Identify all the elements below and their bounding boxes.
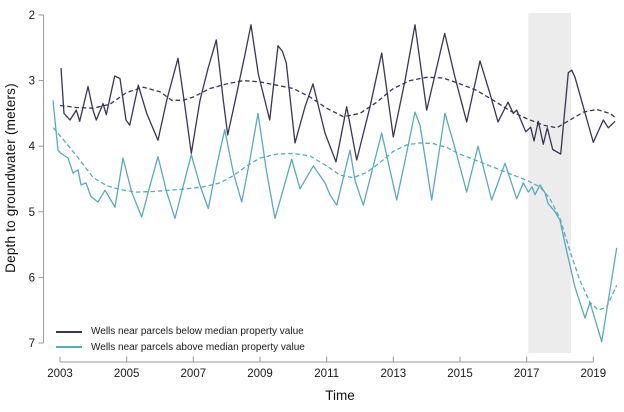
shaded-period-band: [528, 13, 571, 353]
y-axis-title: Depth to groundwater (meters): [3, 83, 18, 273]
series-line-0: [60, 24, 616, 163]
legend-item-above-median: Wells near parcels above median property…: [56, 340, 305, 356]
x-tick-label: 2007: [181, 368, 207, 380]
y-tick-label: 2: [29, 10, 35, 22]
x-tick-label: 2009: [247, 368, 273, 380]
x-tick-label: 2011: [314, 368, 339, 380]
x-tick-label: 2003: [47, 368, 73, 380]
x-tick-label: 2005: [114, 368, 140, 380]
x-tick-label: 2013: [381, 368, 407, 380]
chart-legend: Wells near parcels below median property…: [56, 324, 305, 355]
legend-label-above: Wells near parcels above median property…: [91, 341, 305, 353]
x-tick-label: 2017: [514, 368, 540, 380]
x-tick-label: 2015: [447, 368, 473, 380]
series-line-3: [52, 127, 618, 311]
y-tick-label: 5: [29, 207, 35, 219]
legend-line-swatch-above: [56, 346, 82, 349]
series-line-2: [52, 100, 618, 343]
legend-item-below-median: Wells near parcels below median property…: [56, 324, 305, 340]
y-tick-label: 6: [29, 272, 35, 284]
y-tick-label: 3: [29, 76, 35, 88]
x-axis-title: Time: [325, 388, 355, 403]
y-tick-label: 4: [29, 141, 36, 153]
legend-line-swatch-below: [56, 330, 82, 333]
series-line-1: [59, 76, 618, 129]
x-tick-label: 2019: [581, 368, 607, 380]
y-tick-label: 7: [29, 338, 35, 350]
legend-label-below: Wells near parcels below median property…: [91, 326, 304, 338]
